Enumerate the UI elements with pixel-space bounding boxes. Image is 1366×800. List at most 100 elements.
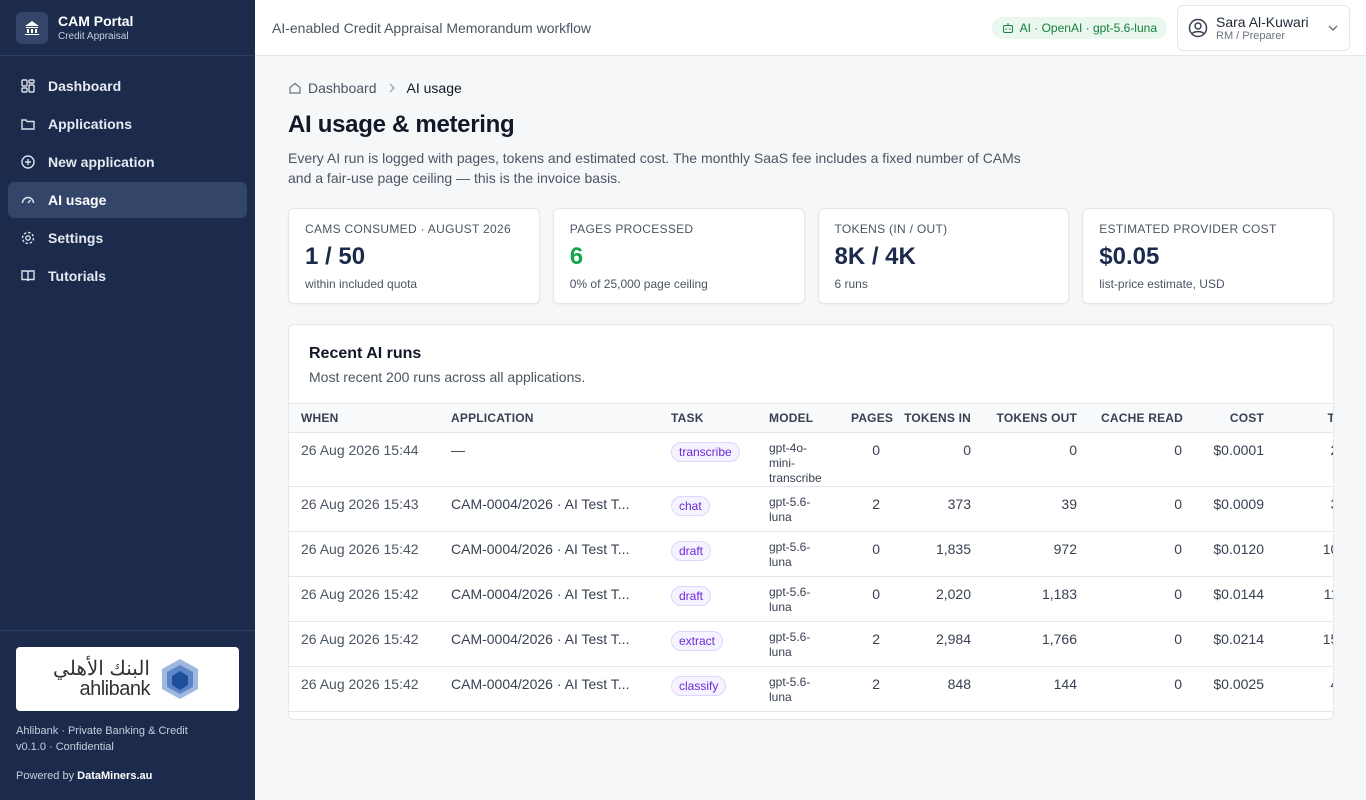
table-cell: 26 Aug 2026 15:42	[289, 666, 439, 712]
stat-note: list-price estimate, USD	[1099, 277, 1225, 291]
column-header: MODEL	[757, 403, 839, 433]
stat-card: TOKENS (IN / OUT) 8K / 4K 6 runs	[817, 208, 1070, 304]
nav-label: Settings	[48, 230, 104, 246]
main: Dashboard AI usage AI usage & metering E…	[288, 56, 1334, 720]
nav-icon	[21, 119, 35, 130]
table-cell: 4.9s	[1276, 666, 1333, 712]
runs-card: Recent AI runs Most recent 200 runs acro…	[288, 324, 1334, 720]
task-cell: draft	[659, 576, 757, 622]
stat-card: CAMS CONSUMED · AUGUST 2026 1 / 50 within …	[288, 208, 540, 304]
table-cell: CAM-0004/2026 · AI Test T...	[439, 531, 659, 577]
stat-note: 0% of 25,000 page ceiling	[569, 277, 708, 291]
table-title: Recent AI runs	[309, 345, 422, 362]
task-pill: draft	[671, 586, 712, 606]
table-cell: 0	[839, 432, 892, 487]
column-header: TIME	[1276, 403, 1333, 433]
column-header: PAGES	[839, 403, 893, 433]
table-cell: 0	[1089, 486, 1194, 532]
table-row: 26 Aug 2026 15:42 CAM-0004/2026 · AI Test…	[289, 621, 1333, 667]
nav-item[interactable]: Settings	[8, 220, 247, 256]
table-cell: 0	[839, 531, 892, 577]
nav-icon	[21, 79, 35, 93]
column-header: WHEN	[289, 403, 439, 433]
nav-item[interactable]: Tutorials	[8, 258, 247, 294]
task-cell: extract	[659, 621, 757, 667]
user-role: RM / Preparer	[1216, 29, 1286, 42]
table-cell: $0.0120	[1194, 531, 1276, 577]
table-cell: 26 Aug 2026 15:42	[289, 621, 439, 667]
ai-badge-text: AI · OpenAI · gpt-5.6-luna	[1019, 20, 1157, 35]
column-header: APPLICATION	[439, 403, 659, 433]
nav-icon	[21, 155, 35, 169]
table-cell: 0	[1089, 531, 1194, 577]
task-pill: chat	[671, 496, 710, 516]
task-cell: transcribe	[659, 432, 757, 487]
logo-latin: ahlibank	[79, 678, 150, 700]
column-header: COST	[1194, 403, 1276, 433]
nav-label: AI usage	[48, 192, 107, 208]
table-cell: 0	[1089, 666, 1194, 712]
table-cell: 373	[892, 486, 983, 532]
nav-item[interactable]: AI usage	[8, 182, 247, 218]
stat-label: ESTIMATED PROVIDER COST	[1099, 222, 1277, 236]
column-header: TOKENS IN	[892, 403, 983, 433]
brand-title: CAM Portal	[58, 13, 134, 29]
stat-value: 8K / 4K	[834, 243, 916, 270]
table-cell: $0.0001	[1194, 432, 1276, 487]
table-cell: 0	[1089, 621, 1194, 667]
nav-label: Tutorials	[48, 268, 107, 284]
tagline: AI-enabled Credit Appraisal Memorandum w…	[272, 19, 592, 36]
task-cell: draft	[659, 531, 757, 577]
breadcrumb-link[interactable]: Dashboard	[308, 80, 377, 96]
stat-note: within included quota	[305, 277, 418, 291]
table-cell: 0	[1089, 576, 1194, 622]
ai-badge: AI · OpenAI · gpt-5.6-luna	[991, 16, 1167, 39]
user-menu[interactable]: Sara Al-Kuwari RM / Preparer	[1177, 4, 1350, 51]
nav-label: New application	[48, 154, 155, 170]
table-cell: 0	[839, 576, 892, 622]
table-cell: 1,835	[892, 531, 983, 577]
table-cell: —	[439, 432, 659, 487]
task-cell: chat	[659, 486, 757, 532]
stat-label: PAGES PROCESSED	[569, 222, 694, 236]
table-subtitle: Most recent 200 runs across all applicat…	[309, 369, 586, 385]
table-cell: 39	[983, 486, 1089, 532]
table-cell: 2	[839, 621, 892, 667]
table-row: 26 Aug 2026 15:42 CAM-0004/2026 · AI Test…	[289, 666, 1333, 712]
table-cell: CAM-0004/2026 · AI Test T...	[439, 576, 659, 622]
stat-value: 1 / 50	[305, 243, 366, 270]
table-cell: 972	[983, 531, 1089, 577]
stat-value: $0.05	[1099, 243, 1160, 270]
table-cell: $0.0025	[1194, 666, 1276, 712]
nav-item[interactable]: Dashboard	[8, 68, 247, 104]
stat-label: CAMS CONSUMED · AUGUST 2026	[305, 222, 511, 236]
task-pill: draft	[671, 541, 712, 561]
breadcrumb-current: AI usage	[406, 80, 462, 96]
nav-item[interactable]: New application	[8, 144, 247, 180]
table-cell: gpt-5.6-luna	[757, 576, 839, 622]
table-cell: CAM-0004/2026 · AI Test T...	[439, 666, 659, 712]
table-cell: gpt-5.6-luna	[757, 666, 839, 712]
logo-arabic: البنك الأهلي	[53, 658, 150, 680]
breadcrumb: Dashboard AI usage	[288, 80, 1334, 96]
table-cell: 3.9s	[1276, 486, 1333, 532]
sidebar: CAM Portal Credit Appraisal Dashboard Appl…	[0, 0, 255, 800]
task-pill: classify	[671, 676, 727, 696]
table-row: 26 Aug 2026 15:42 CAM-0004/2026 · AI Test…	[289, 531, 1333, 577]
table-cell: 2,984	[892, 621, 983, 667]
column-header: CACHE READ	[1089, 403, 1194, 433]
task-pill: transcribe	[671, 442, 740, 462]
column-header: TASK	[659, 403, 757, 433]
stat-value: 6	[569, 243, 584, 270]
nav-icon	[21, 196, 35, 204]
table-cell: CAM-0004/2026 · AI Test T...	[439, 621, 659, 667]
nav-item[interactable]: Applications	[8, 106, 247, 142]
table-cell: $0.0009	[1194, 486, 1276, 532]
vendor: DataMiners.au	[77, 770, 153, 782]
nav-label: Dashboard	[48, 78, 122, 94]
stat-note: 6 runs	[834, 277, 868, 291]
table-cell: 2.4s	[1276, 432, 1333, 487]
table-cell: 144	[983, 666, 1089, 712]
table-cell: 0	[1089, 432, 1194, 487]
